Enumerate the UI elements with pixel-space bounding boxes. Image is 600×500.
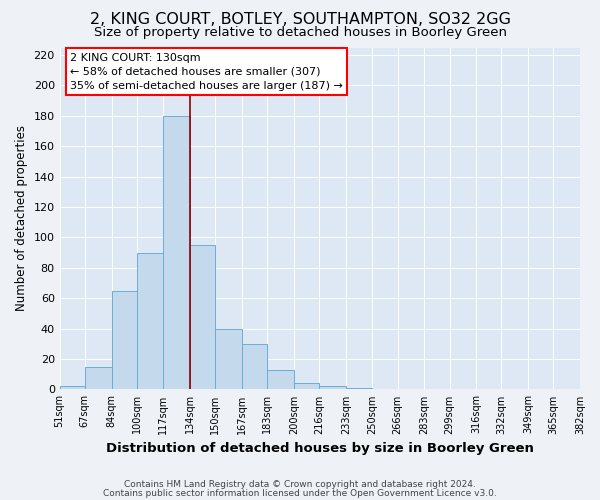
Bar: [242, 344, 267, 390]
Bar: [85, 366, 112, 390]
Text: 2, KING COURT, BOTLEY, SOUTHAMPTON, SO32 2GG: 2, KING COURT, BOTLEY, SOUTHAMPTON, SO32…: [89, 12, 511, 28]
Bar: [319, 386, 346, 390]
Bar: [215, 328, 242, 390]
Bar: [137, 252, 163, 390]
Bar: [294, 384, 319, 390]
Text: Size of property relative to detached houses in Boorley Green: Size of property relative to detached ho…: [94, 26, 506, 39]
Bar: [346, 388, 373, 390]
Bar: [267, 370, 294, 390]
Text: Contains public sector information licensed under the Open Government Licence v3: Contains public sector information licen…: [103, 488, 497, 498]
Bar: [59, 386, 85, 390]
X-axis label: Distribution of detached houses by size in Boorley Green: Distribution of detached houses by size …: [106, 442, 534, 455]
Bar: [190, 245, 215, 390]
Text: 2 KING COURT: 130sqm
← 58% of detached houses are smaller (307)
35% of semi-deta: 2 KING COURT: 130sqm ← 58% of detached h…: [70, 52, 343, 90]
Text: Contains HM Land Registry data © Crown copyright and database right 2024.: Contains HM Land Registry data © Crown c…: [124, 480, 476, 489]
Bar: [163, 116, 190, 390]
Bar: [112, 290, 137, 390]
Y-axis label: Number of detached properties: Number of detached properties: [15, 126, 28, 312]
